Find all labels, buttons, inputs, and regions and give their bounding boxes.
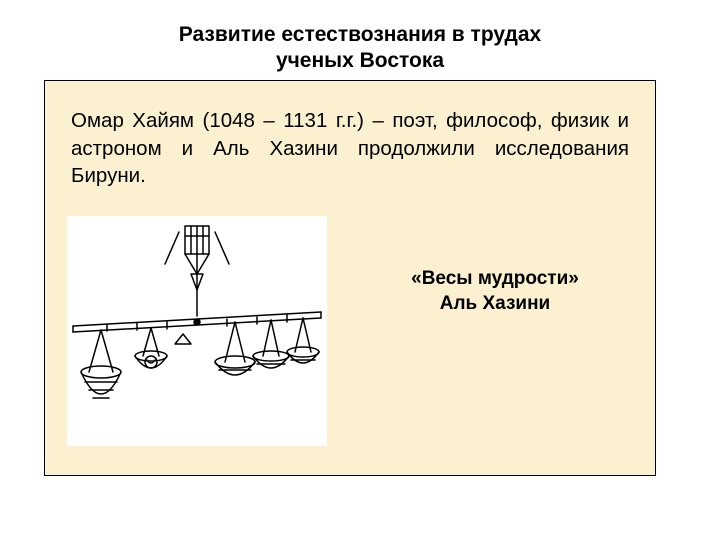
title-line-1: Развитие естествознания в трудах: [179, 23, 541, 46]
content-box: Омар Хайям (1048 – 1131 г.г.) – поэт, фи…: [44, 80, 656, 476]
illustration-frame: [67, 216, 327, 446]
caption-line-2: Аль Хазини: [440, 293, 551, 314]
body-text: Омар Хайям (1048 – 1131 г.г.) – поэт, фи…: [71, 109, 629, 187]
illustration-caption: «Весы мудрости» Аль Хазини: [365, 267, 625, 316]
slide-title: Развитие естествознания в трудах ученых …: [0, 22, 720, 75]
balance-scale-icon: [67, 216, 327, 446]
caption-line-1: «Весы мудрости»: [411, 268, 579, 289]
slide: Развитие естествознания в трудах ученых …: [0, 0, 720, 540]
title-line-2: ученых Востока: [276, 49, 444, 72]
body-paragraph: Омар Хайям (1048 – 1131 г.г.) – поэт, фи…: [71, 107, 629, 190]
